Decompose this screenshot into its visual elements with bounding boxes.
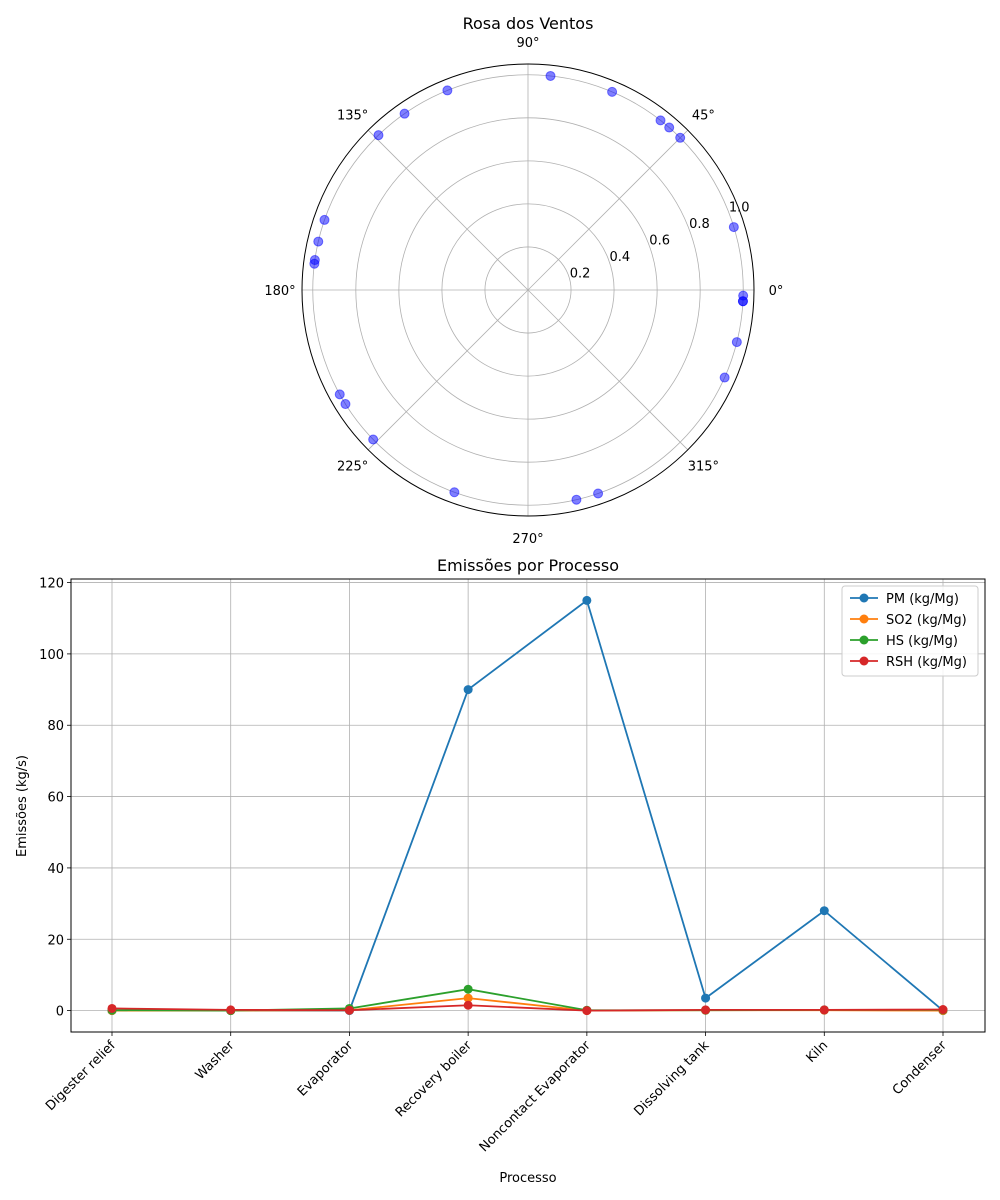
polar-ring: [484, 246, 572, 334]
polar-spoke: [527, 289, 689, 451]
angle-tick-label: 90°: [516, 36, 539, 51]
series-point: [463, 685, 473, 695]
series-point: [938, 1005, 948, 1015]
polar-point: [664, 122, 675, 133]
wind-rose-chart: Rosa dos Ventos 0.2 0.4 0.6 0.8 1.0 0° 45° 90° 1…: [264, 14, 783, 547]
y-tick-label: 20: [47, 933, 64, 948]
polar-ring: [398, 160, 658, 420]
y-axis-label: Emissões (kg/s): [15, 755, 30, 857]
angle-tick-label: 135°: [337, 109, 368, 124]
angle-tick-label: 225°: [337, 459, 368, 474]
angle-tick-label: 315°: [688, 459, 719, 474]
wind-rose-title: Rosa dos Ventos: [463, 14, 594, 33]
series-point: [344, 1005, 354, 1015]
polar-points: [309, 70, 749, 505]
series-point: [463, 984, 473, 994]
polar-point: [731, 337, 742, 348]
line-chart-series: [107, 595, 948, 1016]
series-point: [226, 1005, 236, 1015]
y-tick-label: 40: [47, 862, 64, 877]
radial-tick-label: 0.6: [649, 234, 670, 249]
polar-point: [313, 236, 324, 247]
polar-grid: [301, 63, 755, 517]
series-point: [582, 595, 592, 605]
radial-tick-label: 0.4: [610, 250, 631, 265]
polar-point: [442, 85, 453, 96]
radial-tick-label: 1.0: [729, 201, 750, 216]
polar-point: [373, 130, 384, 141]
x-axis-label: Processo: [499, 1171, 556, 1186]
polar-point: [309, 258, 320, 269]
polar-point: [738, 290, 749, 301]
plot-frame: [70, 578, 986, 1033]
series-point: [701, 1005, 711, 1015]
legend: PM (kg/Mg) SO2 (kg/Mg) HS (kg/Mg) RSH (kg/M…: [841, 585, 979, 677]
legend-label: SO2 (kg/Mg): [886, 613, 967, 628]
legend-label: HS (kg/Mg): [886, 634, 958, 649]
line-chart-title: Emissões por Processo: [437, 556, 619, 575]
polar-frame: [301, 63, 755, 517]
radial-tick-label: 0.8: [689, 217, 710, 232]
series-point: [107, 1003, 117, 1013]
polar-ring: [441, 203, 615, 377]
legend-marker: [859, 614, 869, 624]
legend-label: RSH (kg/Mg): [886, 655, 967, 670]
polar-point: [607, 86, 618, 97]
series-point: [463, 1000, 473, 1010]
legend-marker: [859, 593, 869, 603]
y-tick-label: 100: [39, 648, 64, 663]
polar-point: [319, 214, 330, 225]
polar-point: [368, 434, 379, 445]
series-point: [582, 1006, 592, 1016]
series-point: [819, 906, 829, 916]
polar-point: [571, 494, 582, 505]
polar-point: [399, 108, 410, 119]
angle-tick-label: 180°: [264, 284, 295, 299]
polar-point: [449, 487, 460, 498]
polar-point: [728, 222, 739, 233]
legend-marker: [859, 635, 869, 645]
polar-point: [545, 70, 556, 81]
angle-tick-label: 270°: [512, 532, 543, 547]
series-point: [463, 993, 473, 1003]
polar-spoke: [527, 129, 689, 291]
polar-point: [334, 389, 345, 400]
polar-ring: [355, 117, 701, 463]
radial-tick-label: 0.2: [570, 267, 591, 282]
legend-box: [841, 585, 979, 677]
legend-label: PM (kg/Mg): [886, 592, 959, 607]
series-line: [111, 1004, 944, 1012]
polar-spoke: [367, 129, 529, 291]
polar-point: [655, 115, 666, 126]
polar-spoke: [367, 289, 529, 451]
series-point: [701, 993, 711, 1003]
y-tick-label: 120: [39, 577, 64, 592]
angle-tick-label: 45°: [692, 109, 715, 124]
legend-marker: [859, 656, 869, 666]
y-tick-label: 80: [47, 719, 64, 734]
y-tick-label: 0: [56, 1005, 64, 1020]
polar-point: [675, 132, 686, 143]
polar-ring: [312, 74, 744, 506]
y-tick-label: 60: [47, 791, 64, 806]
series-point: [819, 1005, 829, 1015]
polar-point: [719, 372, 730, 383]
polar-tick-labels: 0.2 0.4 0.6 0.8 1.0 0° 45° 90° 135° 180° 225° 270° 3…: [264, 36, 783, 547]
polar-point: [340, 399, 351, 410]
polar-point: [593, 488, 604, 499]
angle-tick-label: 0°: [769, 284, 784, 299]
